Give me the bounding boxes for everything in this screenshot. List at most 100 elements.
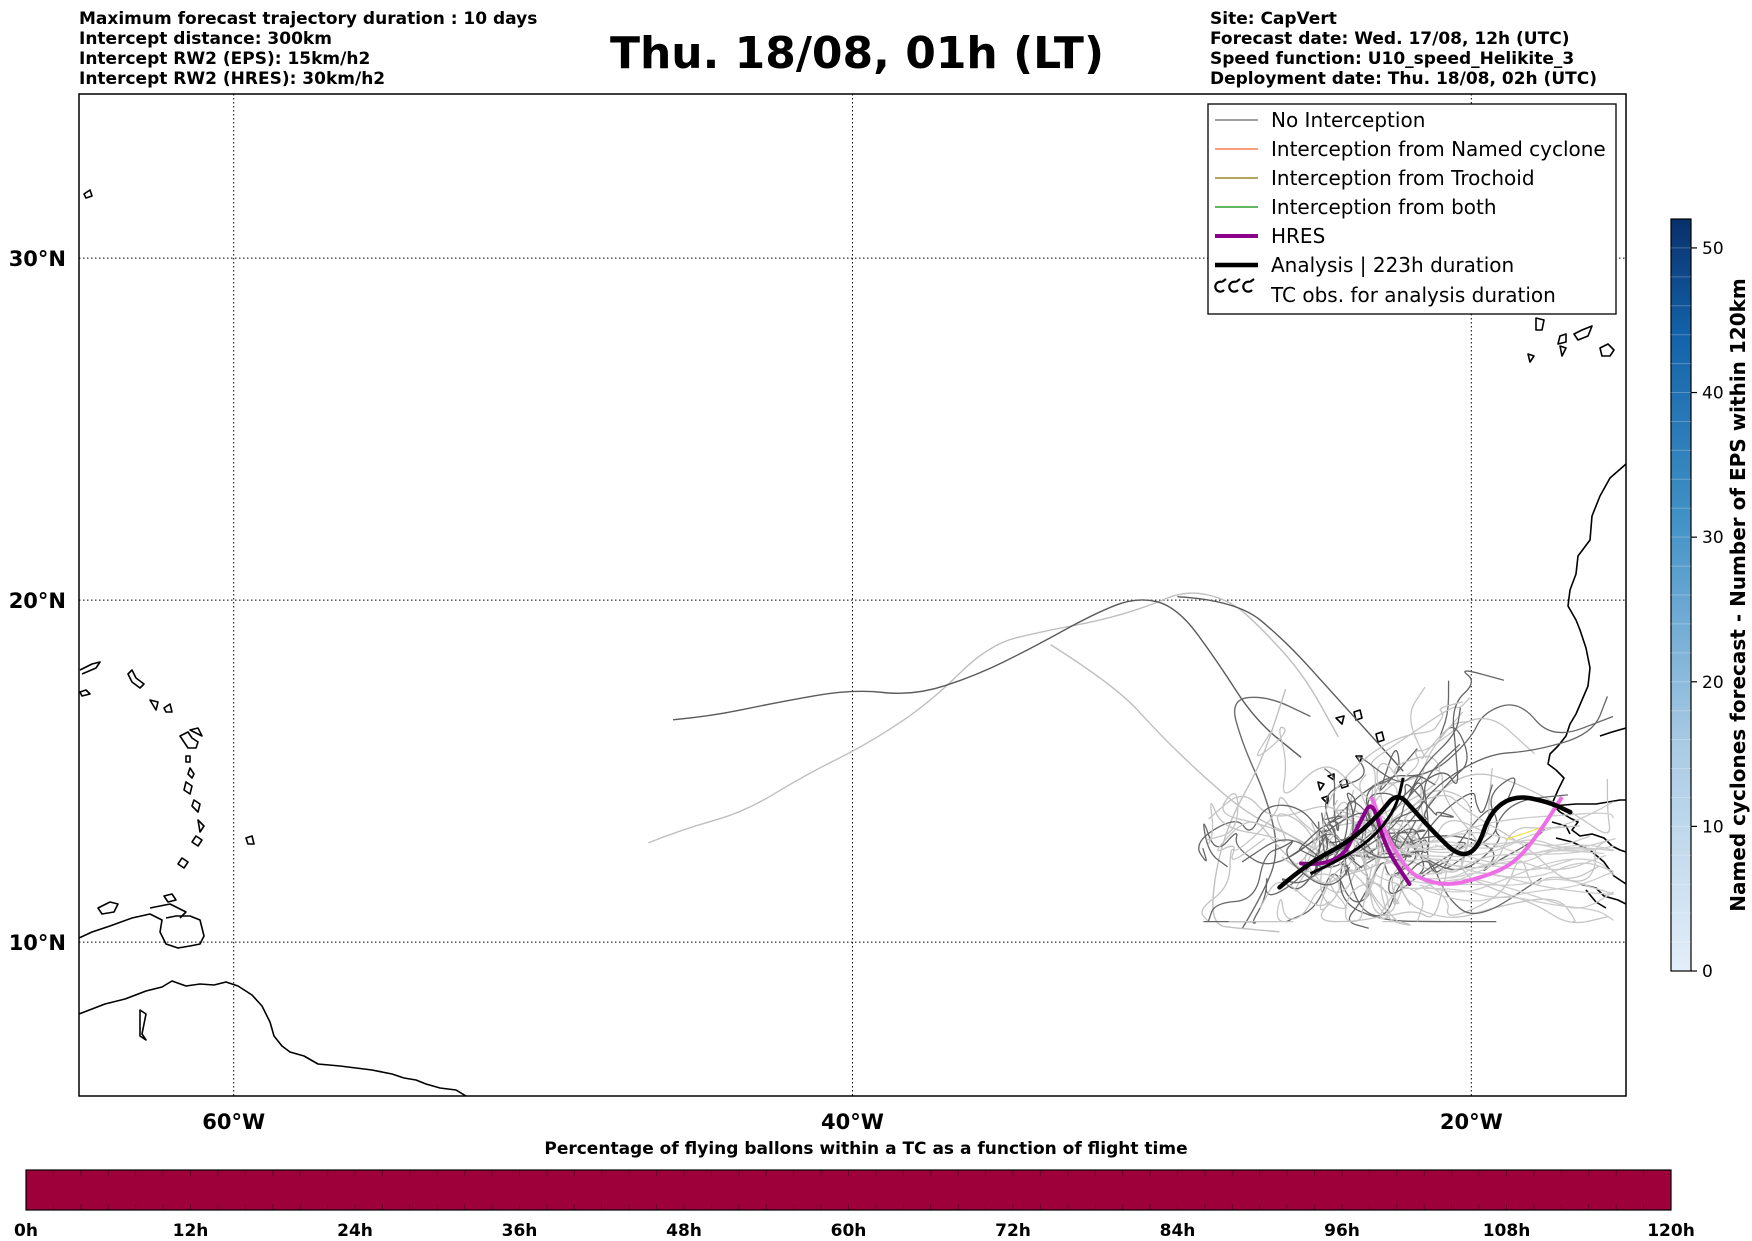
eps-trajectory — [1357, 820, 1491, 861]
eps-trajectory — [1348, 829, 1426, 929]
colorbar-tick-label: 10 — [1702, 817, 1724, 837]
legend-label: Analysis | 223h duration — [1271, 253, 1514, 277]
coastline — [1375, 731, 1385, 743]
eps-trajectory — [1241, 824, 1355, 863]
legend-label: No Interception — [1271, 108, 1425, 132]
coastline — [1573, 325, 1593, 341]
coastline — [149, 699, 159, 711]
bar-tick-label: 0h — [14, 1221, 38, 1241]
coastline — [1551, 821, 1571, 835]
coastline — [1335, 715, 1345, 725]
coastline — [185, 755, 191, 763]
colorbar-tick-label: 50 — [1702, 239, 1724, 259]
eps-trajectory — [1207, 803, 1319, 853]
coastline — [183, 781, 193, 795]
colorbar-gradient — [1670, 218, 1692, 972]
eps-trajectory — [1360, 696, 1609, 859]
coastline — [1557, 333, 1567, 345]
eps-trajectory — [1387, 847, 1614, 879]
eps-trajectory — [1332, 704, 1614, 822]
bar-tick-label: 120h — [1647, 1221, 1695, 1241]
legend-box — [1207, 103, 1617, 315]
eps-trajectory — [1401, 870, 1614, 898]
eps-trajectory — [1228, 867, 1371, 923]
colorbar-label: Named cyclones forecast - Number of EPS … — [1726, 278, 1750, 912]
eps-trajectory — [1398, 789, 1608, 924]
tc-symbol-icon — [1214, 278, 1255, 293]
coastline — [79, 980, 467, 1096]
eps-trajectory — [1423, 812, 1615, 847]
eps-trajectory — [1177, 596, 1404, 772]
eps-trajectory — [1346, 860, 1542, 917]
coastline — [139, 1009, 147, 1041]
legend-item: Analysis | 223h duration — [1215, 253, 1514, 277]
header-left-line: Intercept RW2 (EPS): 15km/h2 — [79, 49, 370, 69]
legend-label: Interception from Named cyclone — [1271, 137, 1606, 161]
coastline — [1321, 795, 1329, 805]
eps-trajectory — [1320, 816, 1419, 910]
coastline — [197, 819, 205, 833]
eps-trajectory — [1352, 686, 1440, 832]
coastline — [245, 835, 255, 845]
eps-trajectory — [1203, 823, 1318, 868]
header-right-line: Deployment date: Thu. 18/08, 02h (UTC) — [1210, 69, 1597, 89]
eps-trajectory — [1339, 844, 1497, 923]
eps-trajectory — [1376, 720, 1470, 823]
lon-tick-label: 20°W — [1440, 1110, 1503, 1134]
coastline — [187, 767, 195, 779]
coastline — [1599, 727, 1626, 737]
coastline — [163, 703, 173, 713]
main-trajectories — [1277, 777, 1573, 890]
coastline — [97, 901, 119, 915]
coastline — [191, 835, 203, 847]
lon-tick-label: 40°W — [821, 1110, 884, 1134]
coastline — [1555, 837, 1626, 885]
legend-item: HRES — [1215, 224, 1325, 248]
eps-trajectory — [672, 599, 1302, 758]
eps-trajectory — [1434, 844, 1614, 865]
coastline — [1551, 799, 1626, 807]
eps-trajectory — [648, 592, 1339, 844]
coastline — [163, 893, 177, 903]
coastline — [79, 661, 101, 675]
header-right-line: Speed function: U10_speed_Helikite_3 — [1210, 49, 1574, 69]
eps-trajectory — [1336, 822, 1470, 873]
coastline — [149, 903, 187, 919]
bar-tick-label: 60h — [831, 1221, 867, 1241]
eps-trajectory — [1399, 860, 1600, 916]
coastline — [79, 913, 205, 949]
header-left-line: Intercept distance: 300km — [79, 29, 332, 49]
eps-trajectory — [1207, 840, 1351, 922]
coastline — [1547, 463, 1626, 853]
colorbar-ticks: 0 10 20 30 40 50 — [1671, 239, 1724, 982]
eps-trajectory — [1437, 878, 1614, 895]
legend-label: Interception from both — [1271, 195, 1497, 219]
eps-trajectory — [1383, 858, 1573, 871]
bar-tick-label: 24h — [337, 1221, 373, 1241]
legend-item: No Interception — [1215, 108, 1425, 132]
eps-trajectory — [1212, 688, 1287, 933]
eps-trajectory — [1339, 863, 1411, 926]
header-right-line: Site: CapVert — [1210, 9, 1337, 29]
eps-trajectories — [648, 592, 1616, 933]
eps-trajectory — [1206, 793, 1323, 868]
lat-tick-label: 10°N — [9, 931, 66, 955]
coastline — [1527, 353, 1535, 363]
hres-track — [1299, 804, 1412, 886]
eps-trajectory — [1505, 825, 1546, 841]
figure-title: Thu. 18/08, 01h (LT) — [610, 28, 1104, 79]
colorbar-tick-label: 30 — [1702, 528, 1724, 548]
coastline — [191, 799, 201, 813]
flight-time-bar: Percentage of flying ballons within a TC… — [14, 1139, 1695, 1241]
legend-item: Interception from both — [1215, 195, 1497, 219]
eps-trajectory — [1257, 726, 1382, 863]
coastline — [1599, 343, 1615, 357]
lon-tick-label: 60°W — [202, 1110, 265, 1134]
legend-item: Interception from Named cyclone — [1215, 137, 1606, 161]
eps-trajectory — [1396, 845, 1614, 876]
coastline — [79, 689, 91, 697]
eps-trajectory — [1217, 821, 1360, 884]
bar-fill — [25, 1169, 1672, 1211]
colorbar-tick-label: 0 — [1702, 962, 1713, 982]
